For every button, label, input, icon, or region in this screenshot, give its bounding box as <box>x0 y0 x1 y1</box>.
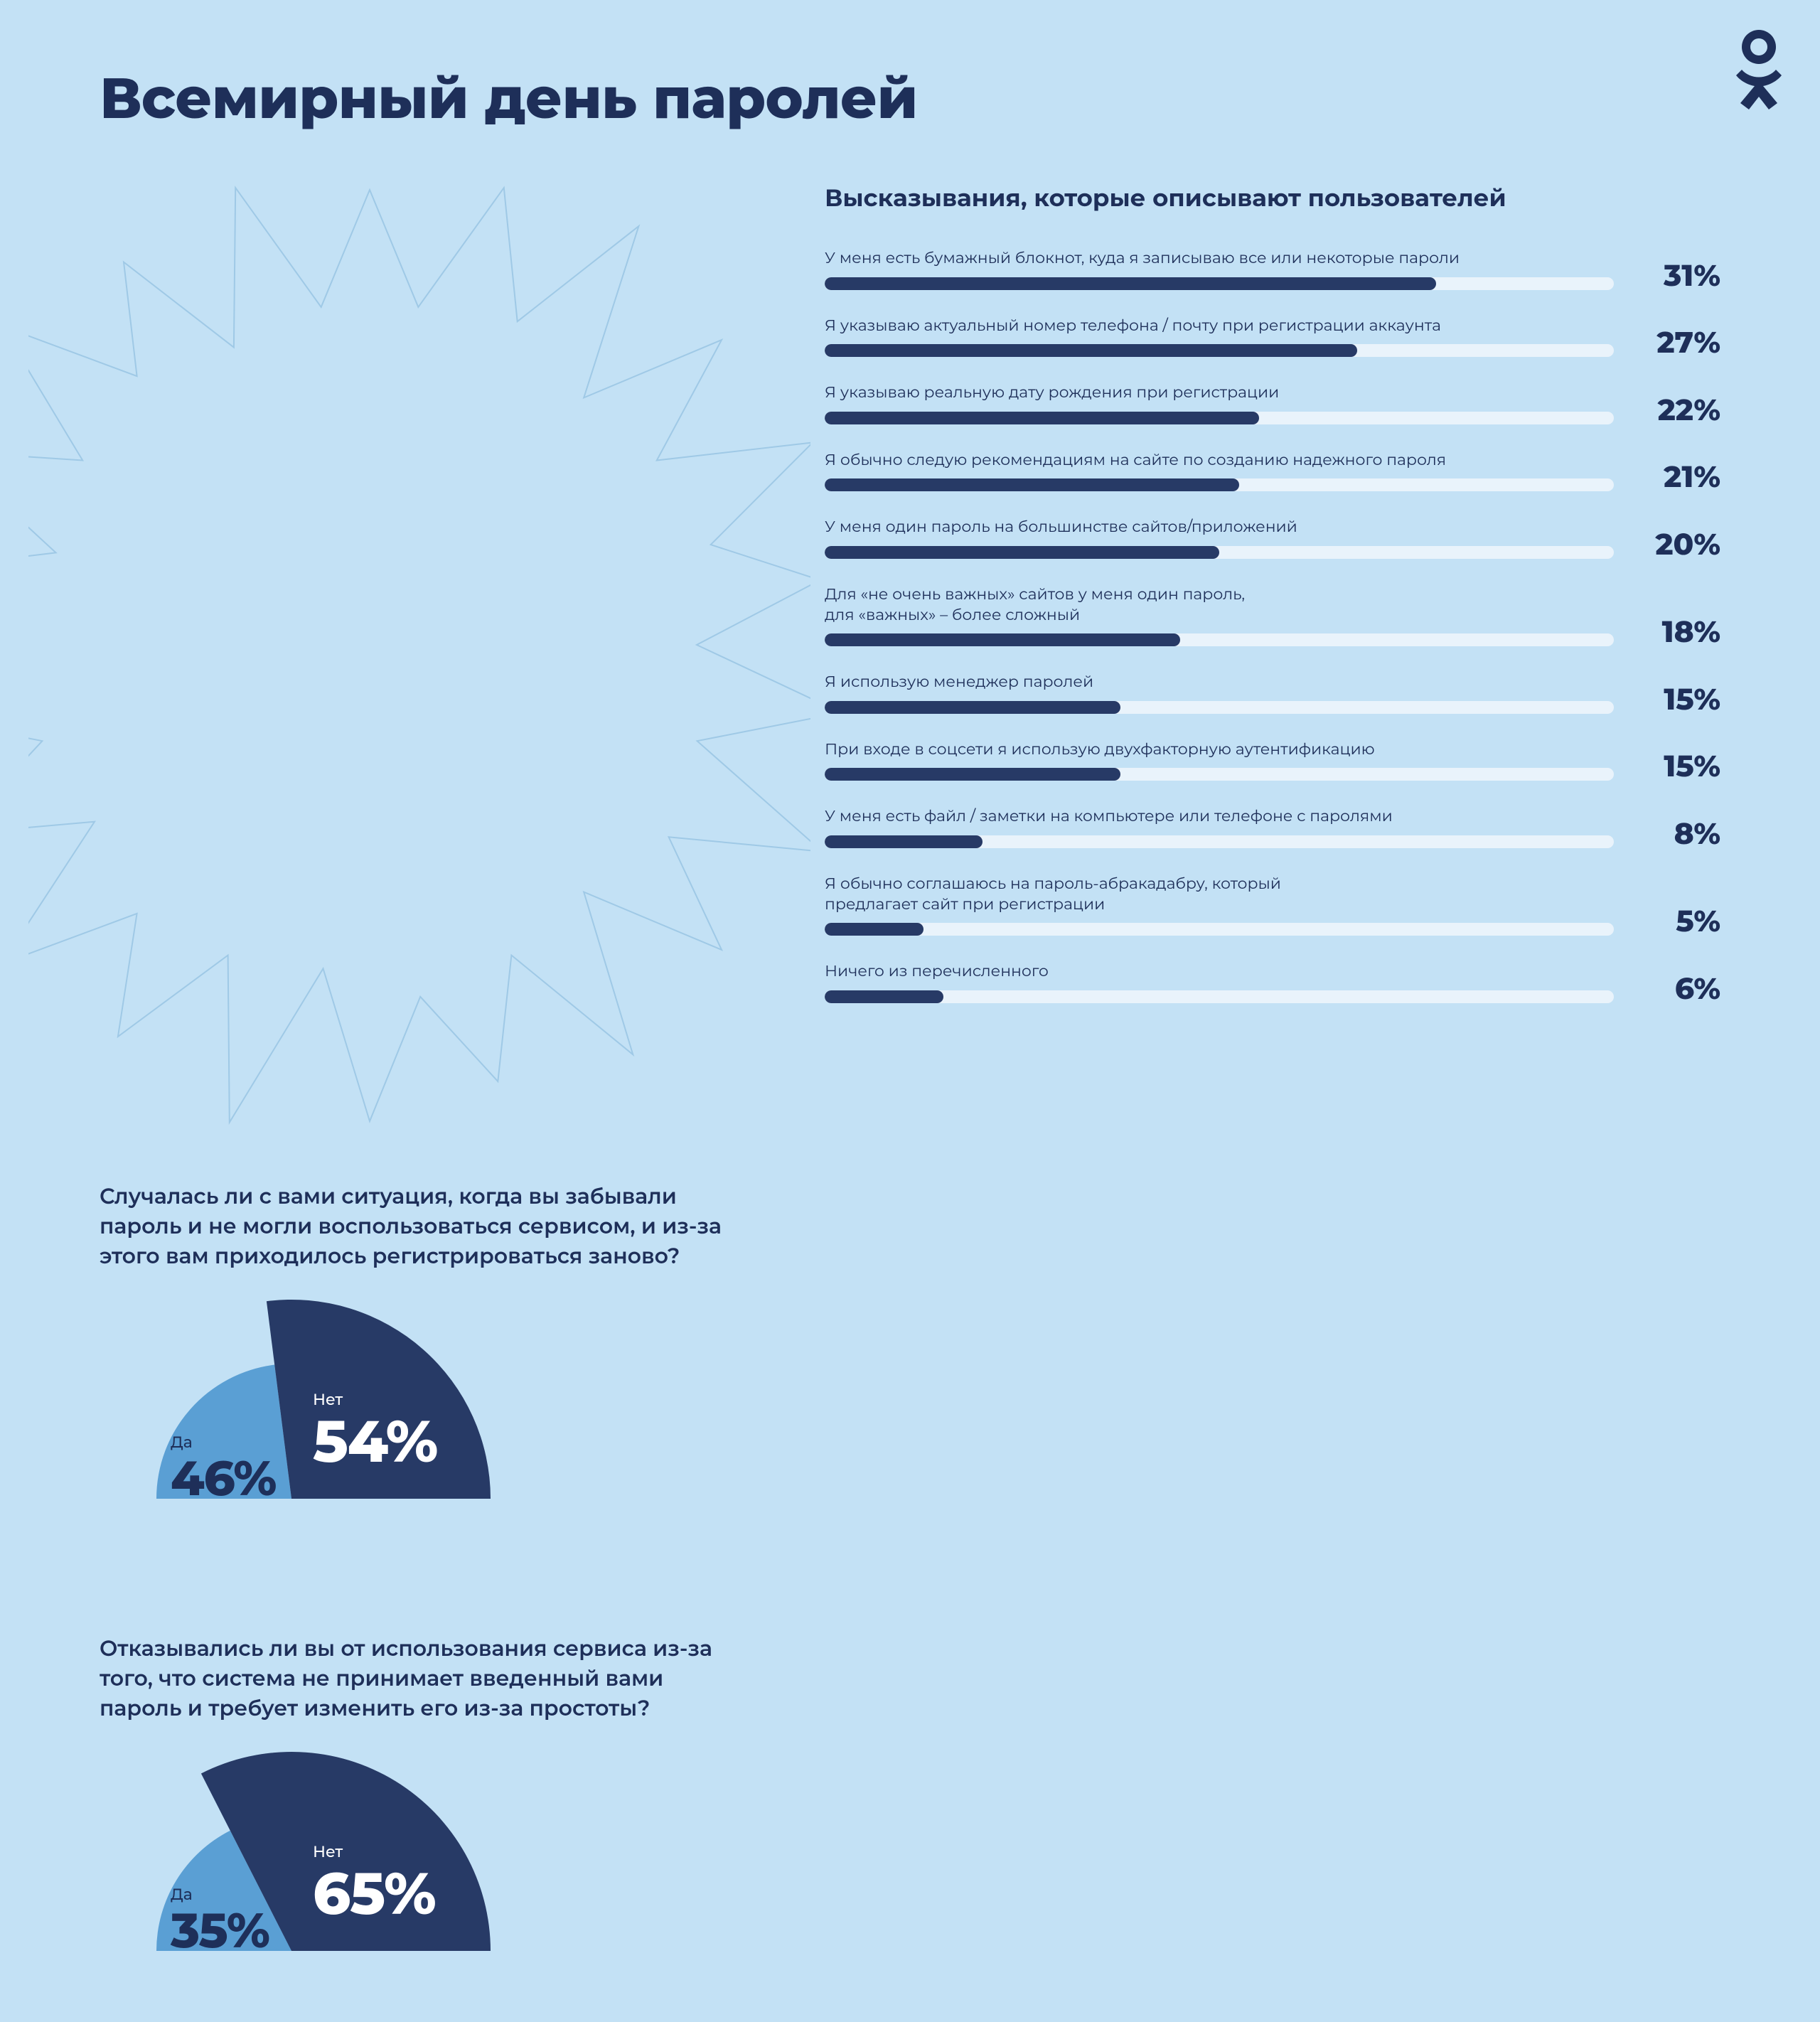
statement-row: Я указываю реальную дату рождения при ре… <box>825 383 1720 424</box>
question-2-text: Отказывались ли вы от использования серв… <box>100 1634 739 1723</box>
statement-row: Для «не очень важных» сайтов у меня один… <box>825 584 1720 646</box>
question-1-text: Случалась ли с вами ситуация, когда вы з… <box>100 1182 739 1271</box>
statement-bar-track <box>825 478 1614 491</box>
statement-row: При входе в соцсети я использую двухфакт… <box>825 739 1720 781</box>
statement-percent: 8% <box>1635 818 1720 848</box>
right-column: Высказывания, которые описывают пользова… <box>825 183 1720 2022</box>
statement-bar-fill <box>825 344 1357 357</box>
statement-bar-fill <box>825 835 983 848</box>
statement-percent: 31% <box>1635 260 1720 290</box>
statement-bar-fill <box>825 412 1259 424</box>
statement-bar-track <box>825 412 1614 424</box>
statement-row: У меня один пароль на большинстве сайтов… <box>825 517 1720 559</box>
statement-percent: 21% <box>1635 461 1720 491</box>
statement-bar-track <box>825 277 1614 290</box>
statement-label: У меня есть бумажный блокнот, куда я зап… <box>825 248 1614 269</box>
starburst-decoration <box>28 147 810 1143</box>
statement-label: Для «не очень важных» сайтов у меня один… <box>825 584 1614 625</box>
statement-bar-fill <box>825 546 1219 559</box>
statement-bar-track <box>825 990 1614 1003</box>
statement-label: У меня один пароль на большинстве сайтов… <box>825 517 1614 537</box>
statement-row: Я использую менеджер паролей 15% <box>825 672 1720 714</box>
ok-logo <box>1733 28 1784 114</box>
statement-row: У меня есть бумажный блокнот, куда я зап… <box>825 248 1720 290</box>
statement-row: У меня есть файл / заметки на компьютере… <box>825 806 1720 848</box>
statement-bar-fill <box>825 478 1239 491</box>
statement-bar-track <box>825 923 1614 936</box>
statement-percent: 5% <box>1635 906 1720 936</box>
statement-bar-fill <box>825 701 1120 714</box>
statement-percent: 22% <box>1635 395 1720 424</box>
statement-row: Я указываю актуальный номер телефона / п… <box>825 316 1720 358</box>
statement-bar-fill <box>825 768 1120 781</box>
left-column: Случалась ли с вами ситуация, когда вы з… <box>100 183 739 2022</box>
statement-bar-track <box>825 701 1614 714</box>
statement-percent: 18% <box>1635 616 1720 646</box>
statement-label: При входе в соцсети я использую двухфакт… <box>825 739 1614 760</box>
page-title: Всемирный день паролей <box>100 64 1720 133</box>
statement-bar-track <box>825 344 1614 357</box>
statement-bar-track <box>825 835 1614 848</box>
statement-bar-fill <box>825 633 1180 646</box>
fan-chart-2: Да 35% Нет 65% <box>142 1752 739 2022</box>
statement-bar-track <box>825 546 1614 559</box>
statement-bar-fill <box>825 277 1436 290</box>
statement-label: Я указываю актуальный номер телефона / п… <box>825 316 1614 336</box>
statement-label: Я обычно следую рекомендациям на сайте п… <box>825 450 1614 471</box>
infographic-page: Всемирный день паролей Случалась ли с ва… <box>0 0 1820 1212</box>
statements-title: Высказывания, которые описывают пользова… <box>825 183 1720 213</box>
statement-percent: 15% <box>1635 751 1720 781</box>
statement-percent: 6% <box>1635 973 1720 1003</box>
content-area: Случалась ли с вами ситуация, когда вы з… <box>100 183 1720 2022</box>
statement-percent: 15% <box>1635 684 1720 714</box>
statement-label: Я обычно соглашаюсь на пароль-абракадабр… <box>825 874 1614 914</box>
statement-row: Ничего из перечисленного 6% <box>825 961 1720 1003</box>
statement-percent: 20% <box>1635 529 1720 559</box>
statement-row: Я обычно следую рекомендациям на сайте п… <box>825 450 1720 492</box>
statement-percent: 27% <box>1635 327 1720 357</box>
statement-bar-track <box>825 633 1614 646</box>
statement-bar-fill <box>825 990 943 1003</box>
fan-chart-1: Да 46% Нет 54% <box>142 1300 739 1570</box>
statement-bar-track <box>825 768 1614 781</box>
statement-label: Я использую менеджер паролей <box>825 672 1614 692</box>
statement-bar-fill <box>825 923 924 936</box>
statement-label: У меня есть файл / заметки на компьютере… <box>825 806 1614 827</box>
statements-list: У меня есть бумажный блокнот, куда я зап… <box>825 248 1720 1003</box>
statement-label: Ничего из перечисленного <box>825 961 1614 982</box>
statement-row: Я обычно соглашаюсь на пароль-абракадабр… <box>825 874 1720 936</box>
statement-label: Я указываю реальную дату рождения при ре… <box>825 383 1614 403</box>
